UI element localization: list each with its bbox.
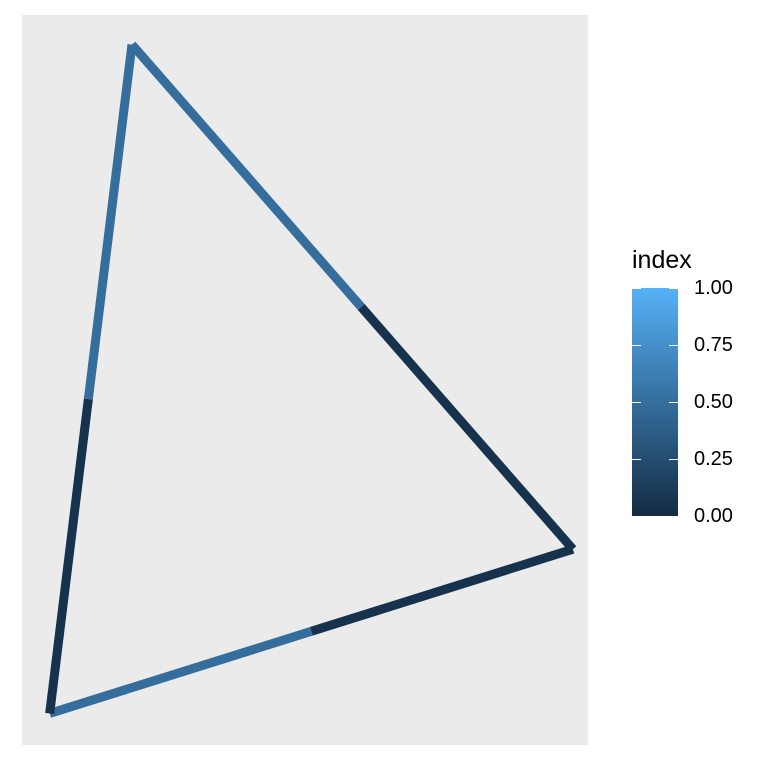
legend-label-1.00: 1.00 <box>694 277 733 299</box>
legend: index 0.00 0.25 0.50 0.75 1.00 <box>632 244 762 534</box>
legend-label-0.75: 0.75 <box>694 334 733 356</box>
legend-tick-right <box>669 516 678 517</box>
legend-tick-right <box>669 402 678 403</box>
path-segment-0-0 <box>128 41 365 310</box>
legend-tick-left <box>632 288 641 289</box>
legend-tick-right <box>669 288 678 289</box>
legend-tick-left <box>632 345 641 346</box>
legend-tick-right <box>669 345 678 346</box>
legend-tick-right <box>669 459 678 460</box>
path-segment-2-1 <box>83 44 137 400</box>
legend-tick-left <box>632 459 641 460</box>
legend-label-0.00: 0.00 <box>694 505 733 527</box>
path-segment-1-0 <box>309 544 575 636</box>
path-segment-0-1 <box>357 304 577 553</box>
path-segment-2-0 <box>45 398 93 715</box>
legend-label-0.50: 0.50 <box>694 391 733 413</box>
legend-tick-left <box>632 402 641 403</box>
legend-title: index <box>632 246 692 274</box>
path-segment-1-1 <box>48 627 313 718</box>
legend-tick-left <box>632 516 641 517</box>
legend-label-0.25: 0.25 <box>694 448 733 470</box>
